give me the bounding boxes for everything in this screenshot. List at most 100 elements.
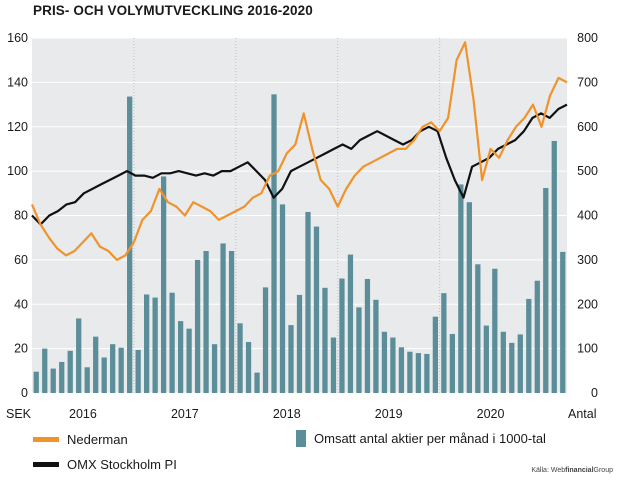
volume-bar (186, 328, 192, 393)
volume-bar (475, 264, 481, 393)
left-axis-ticks: 0 20 40 60 80 100 120 140 160 (7, 31, 28, 400)
left-tick-label: 100 (7, 164, 28, 178)
right-tick-label: 300 (577, 253, 598, 267)
x-tick-label: 2019 (375, 407, 403, 421)
x-tick-label: 2016 (69, 407, 97, 421)
right-tick-label: 100 (577, 342, 598, 356)
right-tick-label: 0 (591, 386, 598, 400)
chart-title: PRIS- OCH VOLYMUTVECKLING 2016-2020 (33, 3, 313, 18)
volume-bar (305, 211, 311, 393)
volume-bar (110, 344, 116, 393)
volume-bar (177, 321, 184, 393)
volume-bar (560, 251, 566, 393)
volume-bar (135, 349, 141, 393)
nederman-swatch (33, 437, 59, 442)
volume-bar (322, 287, 328, 393)
legend-item-omx: OMX Stockholm PI (33, 457, 177, 472)
volume-bar (76, 318, 82, 393)
right-tick-label: 600 (577, 120, 598, 134)
legend-item-nederman: Nederman (33, 432, 128, 447)
legend-label-omx: OMX Stockholm PI (67, 457, 177, 472)
nederman-line (30, 41, 568, 261)
right-tick-label: 400 (577, 209, 598, 223)
volume-bar (237, 323, 243, 393)
right-axis-label: Antal (568, 407, 597, 421)
volume-bar (203, 251, 209, 393)
x-tick-label: 2017 (171, 407, 199, 421)
x-tick-label: 2018 (273, 407, 301, 421)
source-brand-c: Group (593, 467, 613, 474)
volume-bar (492, 268, 498, 393)
volume-bars (33, 94, 566, 393)
volume-bar (432, 316, 439, 393)
volume-bar (449, 333, 455, 393)
x-axis-labels: 2016 2017 2018 2019 2020 (69, 407, 504, 421)
volume-bar (509, 342, 515, 393)
volume-bar (50, 368, 56, 393)
volume-bar (483, 325, 489, 393)
omx-swatch (33, 462, 59, 467)
volume-bar (169, 292, 175, 393)
volume-bar (194, 259, 201, 393)
right-axis-ticks: 0 100 200 300 400 500 600 700 800 (577, 31, 598, 400)
volume-bar (67, 350, 73, 393)
volume-bar (330, 337, 337, 393)
volume-bar (466, 202, 472, 393)
volume-bar (398, 347, 405, 393)
volume-bar (254, 372, 260, 393)
volume-bar (211, 344, 218, 393)
volume-bar (288, 325, 294, 393)
legend-label-volume: Omsatt antal aktier per månad i 1000-tal (314, 431, 546, 446)
volume-bar (42, 348, 48, 393)
volume-bar (424, 353, 430, 393)
volume-bar (84, 367, 90, 393)
volume-bar (381, 331, 388, 393)
volume-bar (458, 184, 464, 393)
volume-bar (526, 298, 532, 393)
left-tick-label: 140 (7, 75, 28, 89)
volume-bar (160, 176, 167, 393)
left-tick-label: 80 (14, 209, 28, 223)
volume-bar (101, 357, 107, 393)
volume-bar (245, 341, 252, 393)
volume-bar (262, 287, 269, 393)
volume-bar (373, 299, 379, 393)
volume-bar (339, 278, 345, 393)
volume-bar (407, 351, 413, 393)
volume-bar (441, 293, 447, 393)
x-tick-label: 2020 (477, 407, 505, 421)
volume-bar (127, 96, 133, 393)
omx-line (31, 103, 568, 226)
volume-bar (228, 251, 235, 393)
volume-bar (271, 94, 277, 393)
source-brand-a: Web (550, 467, 566, 474)
volume-bar (500, 331, 506, 393)
source-prefix: Källa: (531, 467, 551, 474)
legend-label-nederman: Nederman (67, 432, 128, 447)
volume-swatch (296, 430, 306, 447)
left-tick-label: 0 (21, 386, 28, 400)
volume-bar (93, 336, 99, 393)
volume-bar (313, 226, 320, 393)
volume-bar (152, 297, 158, 393)
right-tick-label: 700 (577, 75, 598, 89)
volume-bar (144, 294, 150, 393)
right-tick-label: 800 (577, 31, 598, 45)
left-tick-label: 60 (14, 253, 28, 267)
volume-bar (59, 361, 65, 393)
volume-bar (220, 243, 226, 393)
source-credit: Källa: WebfinancialGroup (531, 467, 613, 474)
left-tick-label: 120 (7, 120, 28, 134)
right-tick-label: 200 (577, 297, 598, 311)
right-tick-label: 500 (577, 164, 598, 178)
volume-bar (364, 278, 371, 393)
volume-bar (356, 307, 362, 393)
volume-bar (279, 204, 286, 393)
volume-bar (415, 353, 422, 393)
left-tick-label: 160 (7, 31, 28, 45)
left-tick-label: 20 (14, 342, 28, 356)
volume-bar (347, 254, 354, 393)
volume-bar (390, 337, 396, 393)
source-brand-b: financial (565, 467, 594, 474)
left-axis-label: SEK (6, 407, 32, 421)
